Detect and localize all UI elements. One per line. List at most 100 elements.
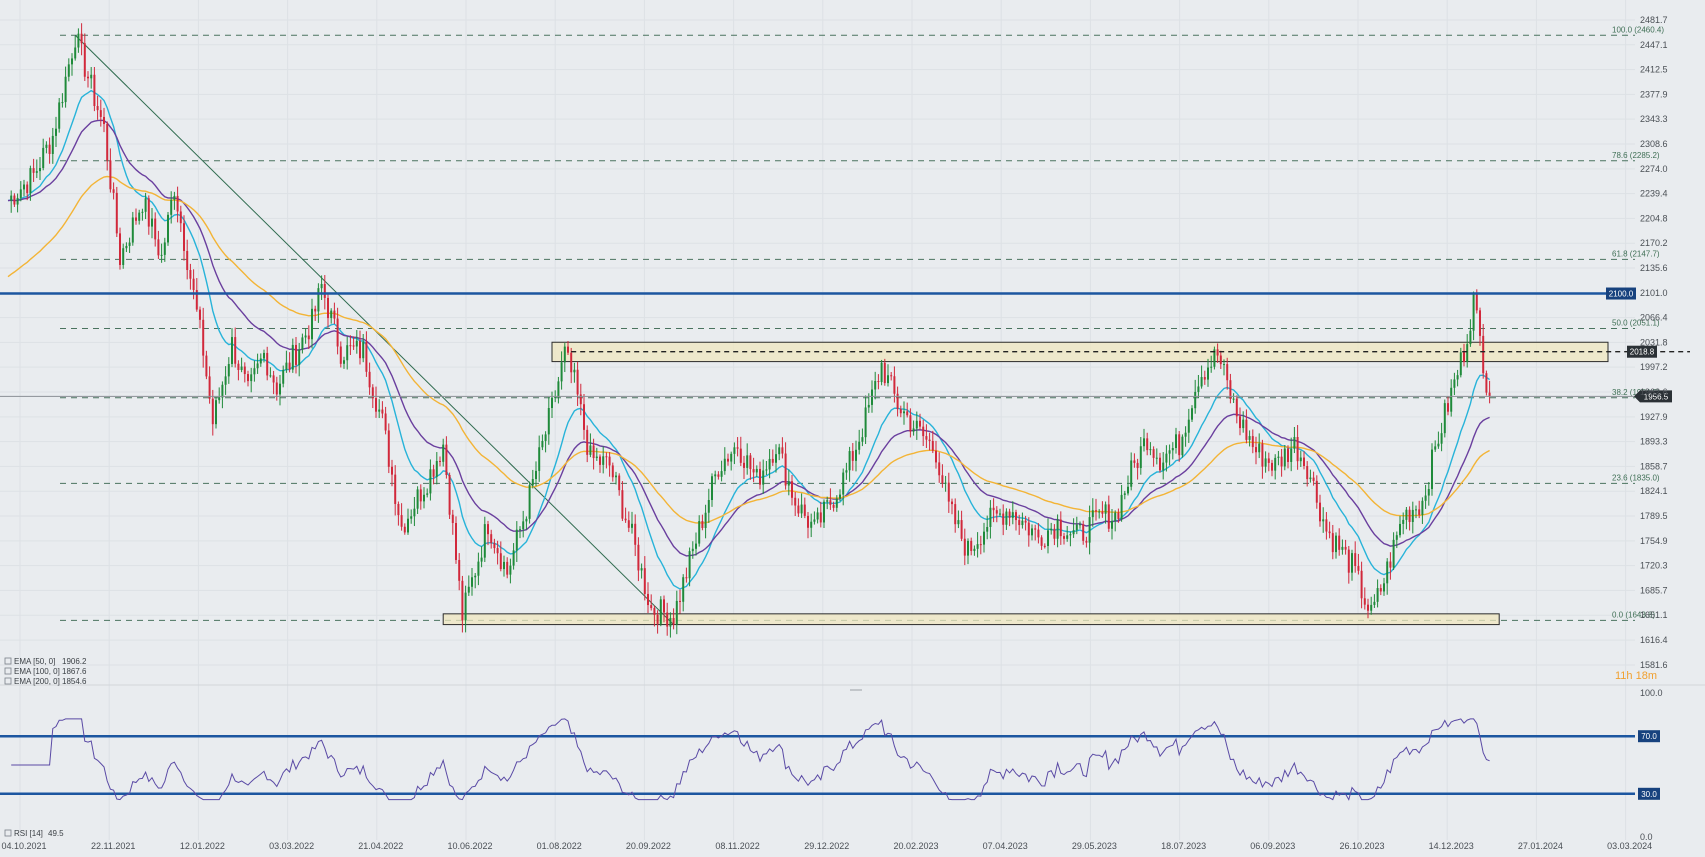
candle bbox=[909, 408, 912, 438]
candle bbox=[410, 509, 413, 524]
candle-body bbox=[1344, 546, 1347, 550]
candle-body bbox=[1341, 546, 1344, 550]
candle bbox=[605, 452, 608, 469]
candle bbox=[285, 350, 288, 373]
candle-body bbox=[669, 617, 672, 627]
candle bbox=[256, 353, 259, 374]
candle bbox=[496, 540, 499, 565]
legend-value: 1867.6 bbox=[62, 667, 87, 676]
candle bbox=[701, 514, 704, 531]
candle-body bbox=[1475, 293, 1478, 311]
candle bbox=[583, 393, 585, 440]
candle bbox=[845, 462, 848, 480]
candle-body bbox=[455, 523, 457, 560]
candle-body bbox=[995, 510, 998, 514]
candle-body bbox=[1453, 379, 1456, 388]
candle-body bbox=[483, 524, 486, 558]
candle bbox=[419, 484, 422, 510]
candle bbox=[1411, 501, 1414, 534]
candle bbox=[887, 364, 889, 387]
legend-entry: EMA [100, 0] 1867.6 bbox=[4, 667, 87, 676]
candle-body bbox=[893, 376, 896, 394]
candle bbox=[458, 553, 461, 591]
candle bbox=[10, 190, 13, 213]
candle-body bbox=[1037, 529, 1040, 538]
candle bbox=[714, 470, 717, 485]
candle-body bbox=[967, 540, 969, 556]
candle bbox=[1011, 501, 1014, 525]
candle-body bbox=[851, 451, 854, 461]
candle-body bbox=[291, 344, 294, 370]
candle bbox=[352, 336, 355, 350]
rsi-level-badge-bg bbox=[1638, 787, 1660, 800]
candle-body bbox=[541, 440, 544, 448]
candle-body bbox=[1293, 437, 1296, 449]
candle-body bbox=[749, 455, 752, 470]
candle-body bbox=[1463, 352, 1465, 362]
price-tick-label: 2343.3 bbox=[1640, 114, 1668, 124]
resistance-badge-label: 2100.0 bbox=[1609, 290, 1634, 299]
candle bbox=[1383, 577, 1385, 596]
candle-body bbox=[909, 415, 912, 432]
candle bbox=[877, 374, 880, 390]
candle bbox=[58, 97, 61, 133]
candle-body bbox=[714, 474, 717, 477]
candle-body bbox=[288, 362, 291, 370]
candle bbox=[595, 447, 598, 461]
candle bbox=[323, 275, 326, 310]
candle-body bbox=[707, 500, 710, 513]
candle-body bbox=[983, 531, 985, 545]
candle bbox=[1178, 431, 1181, 462]
candle-body bbox=[973, 548, 976, 551]
candle-body bbox=[269, 375, 272, 377]
candle bbox=[755, 465, 758, 477]
candle bbox=[279, 374, 281, 406]
candle bbox=[1459, 347, 1462, 378]
candle bbox=[1139, 436, 1142, 475]
candle bbox=[432, 464, 435, 485]
candle bbox=[938, 452, 941, 483]
candle bbox=[611, 462, 614, 482]
candle-body bbox=[627, 520, 630, 528]
candle-body bbox=[474, 575, 477, 578]
candle bbox=[1456, 369, 1459, 387]
candle bbox=[1418, 500, 1421, 519]
rsi-level-badge: 70.0 bbox=[1638, 730, 1660, 743]
candle bbox=[125, 242, 128, 253]
candle bbox=[1213, 346, 1216, 370]
candle-body bbox=[240, 366, 243, 371]
candle-body bbox=[522, 521, 525, 530]
candle-body bbox=[675, 600, 678, 625]
candle bbox=[650, 594, 653, 611]
candle bbox=[813, 511, 816, 525]
candle-body bbox=[1319, 502, 1321, 522]
candle-body bbox=[157, 239, 160, 256]
candle bbox=[1299, 450, 1302, 467]
candle bbox=[74, 35, 77, 61]
price-tick-label: 2412.5 bbox=[1640, 65, 1668, 75]
candle bbox=[503, 555, 505, 577]
candle bbox=[429, 459, 432, 501]
candle bbox=[253, 360, 256, 382]
candle-body bbox=[813, 519, 816, 522]
candle bbox=[906, 402, 909, 418]
candle-body bbox=[1127, 486, 1129, 494]
candle-body bbox=[963, 538, 966, 556]
candle-body bbox=[1392, 539, 1395, 568]
candle-body bbox=[535, 470, 537, 480]
candle-body bbox=[874, 381, 877, 390]
candle bbox=[1162, 452, 1165, 480]
date-tick-label: 14.12.2023 bbox=[1429, 841, 1474, 851]
candle-body bbox=[1066, 535, 1069, 539]
candle bbox=[787, 469, 790, 496]
candle-body bbox=[941, 475, 944, 484]
date-tick-label: 03.03.2024 bbox=[1607, 841, 1652, 851]
candle-body bbox=[688, 551, 691, 579]
fib-label: 50.0 (2051.1) bbox=[1612, 319, 1660, 328]
fib-label: 0.0 (1643.8) bbox=[1612, 610, 1655, 619]
candle-body bbox=[544, 434, 547, 441]
candle bbox=[1171, 442, 1174, 460]
candle bbox=[327, 293, 329, 328]
candle bbox=[199, 306, 201, 329]
candle-body bbox=[922, 426, 925, 437]
